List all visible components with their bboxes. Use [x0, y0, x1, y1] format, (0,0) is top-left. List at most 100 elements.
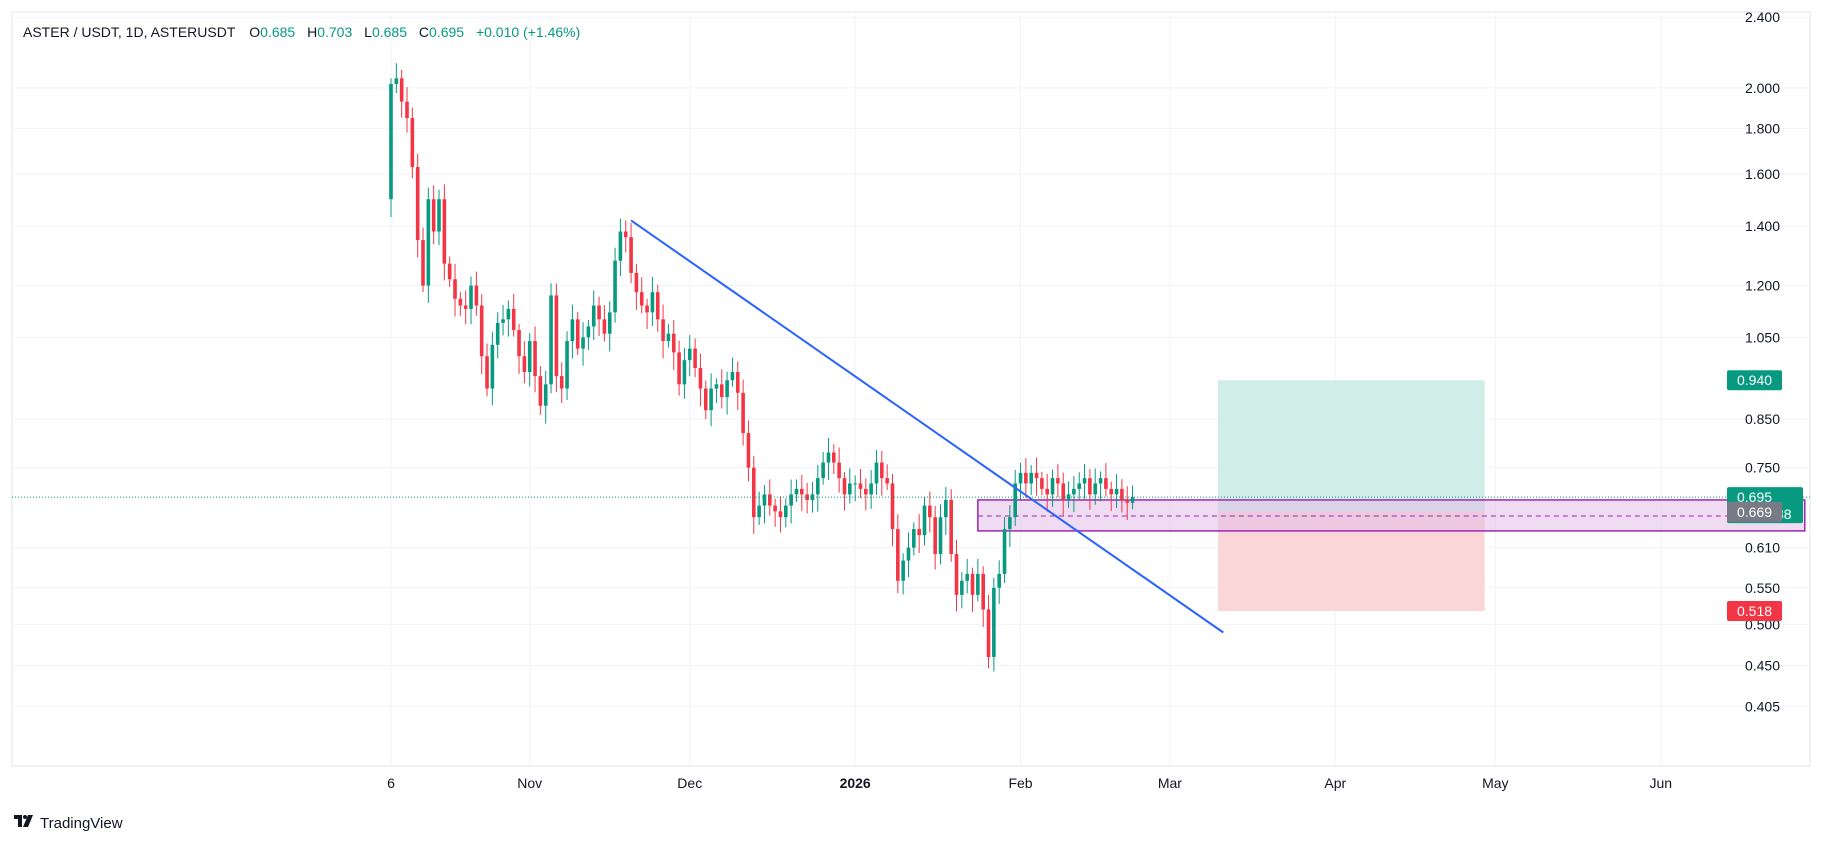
candle	[607, 301, 612, 352]
candle-body	[874, 462, 879, 484]
candle-body	[1013, 483, 1017, 518]
candle-body	[906, 547, 911, 561]
candle-body	[634, 272, 639, 293]
candle	[1002, 517, 1007, 583]
candle	[1125, 486, 1130, 520]
candle-body	[709, 388, 713, 411]
time-axis-label: Apr	[1324, 775, 1346, 791]
candle-body	[1018, 472, 1023, 484]
candle-body	[778, 511, 783, 518]
candle-body	[1093, 483, 1098, 495]
candle	[896, 514, 900, 594]
candle-body	[864, 488, 868, 495]
candle	[394, 63, 399, 93]
candle	[511, 293, 516, 337]
candle-body	[890, 483, 895, 530]
candle-body	[495, 322, 500, 345]
candle-body	[511, 308, 516, 331]
tradingview-brand: TradingView	[40, 814, 123, 832]
candle-body	[554, 295, 559, 377]
candle-body	[650, 292, 655, 313]
candle	[549, 283, 553, 394]
candle-body	[1002, 529, 1007, 574]
candle	[933, 505, 937, 570]
candle	[874, 450, 879, 495]
candle	[714, 378, 719, 404]
candle	[949, 489, 953, 562]
target-price-tag: 0.940	[1727, 370, 1782, 391]
candle-body	[997, 573, 1001, 588]
candle	[1093, 468, 1098, 505]
candle	[463, 290, 468, 325]
candle-body	[912, 529, 916, 548]
high-label: H	[307, 24, 318, 40]
price-axis-label: 0.405	[1745, 698, 1780, 714]
candle	[650, 276, 655, 326]
candle-body	[1120, 488, 1124, 500]
candle	[474, 271, 479, 316]
candle	[1072, 476, 1076, 513]
candle	[597, 296, 601, 337]
candle	[821, 451, 825, 485]
candle	[506, 300, 511, 337]
candle-body	[485, 356, 489, 389]
candle	[938, 504, 943, 565]
candle	[1109, 481, 1114, 512]
candle-body	[826, 452, 831, 463]
candle-body	[816, 478, 820, 495]
candle-body	[463, 305, 468, 309]
candle	[741, 379, 745, 446]
candle-body	[538, 376, 543, 406]
candle-body	[581, 337, 585, 349]
candle	[794, 479, 799, 503]
time-axis-label: Jun	[1649, 775, 1672, 791]
candle	[591, 290, 596, 341]
candle-body	[597, 305, 601, 320]
candle-body	[501, 319, 505, 323]
time-axis-label: 6	[387, 775, 395, 791]
candle-body	[821, 462, 825, 479]
candle-body	[832, 452, 836, 463]
candle	[431, 185, 436, 245]
candle	[1056, 463, 1060, 498]
candle-body	[506, 308, 511, 320]
candle	[1130, 485, 1135, 510]
candle	[543, 370, 548, 424]
candle-body	[1088, 478, 1092, 495]
candle	[421, 227, 425, 293]
candle-body	[431, 199, 436, 232]
close-label: C	[418, 24, 430, 40]
price-axis-label: 0.850	[1745, 411, 1780, 427]
candle-body	[885, 478, 889, 484]
candle-body	[928, 505, 932, 518]
candle	[677, 340, 681, 396]
price-axis-label: 2.400	[1745, 9, 1780, 25]
candle	[976, 558, 980, 602]
candle	[970, 567, 975, 613]
price-axis-label: 1.200	[1745, 278, 1780, 294]
tradingview-watermark[interactable]: TradingView	[14, 814, 123, 832]
price-axis: 2.400 2.000 1.800 1.600 1.400 1.200 1.050 0.850…	[1745, 9, 1780, 714]
candle	[538, 365, 543, 415]
plot-area	[11, 11, 1811, 767]
candle	[581, 322, 585, 366]
candle	[1013, 469, 1017, 527]
entry-price-tag-text: 0.669	[1737, 504, 1772, 520]
candle-body	[917, 529, 921, 536]
close-value: 0.695	[429, 24, 465, 40]
candle-body	[1098, 478, 1103, 484]
symbol-title[interactable]: ASTER / USDT, 1D, ASTERUSDT	[23, 24, 236, 40]
candle-body	[399, 78, 404, 102]
candle-body	[405, 101, 409, 119]
candle	[1061, 472, 1066, 517]
low-label: L	[364, 24, 372, 40]
candle	[629, 222, 633, 284]
candle-body	[896, 529, 900, 581]
candle	[890, 473, 895, 547]
candle-body	[741, 392, 745, 434]
candle	[410, 107, 415, 179]
candle	[559, 362, 564, 404]
candle-body	[1034, 472, 1039, 479]
